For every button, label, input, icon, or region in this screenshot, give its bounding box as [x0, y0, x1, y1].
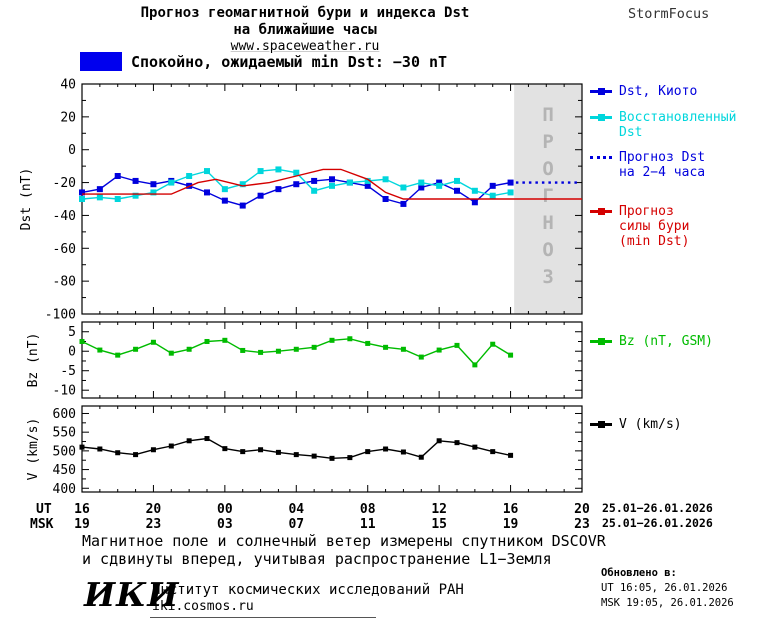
- svg-text:Dst (nT): Dst (nT): [19, 168, 34, 231]
- legend-bz: Bz (nT, GSM): [590, 334, 713, 349]
- svg-text:Г: Г: [542, 185, 553, 207]
- svg-text:11: 11: [360, 517, 376, 532]
- svg-text:23: 23: [574, 517, 590, 532]
- institute-name: Институт космических исследований РАН: [152, 582, 464, 598]
- footer-note-line2: и сдвинуты вперед, учитывая распростране…: [82, 550, 552, 568]
- svg-text:UT: UT: [36, 502, 52, 517]
- status-swatch: [80, 52, 122, 71]
- footer-note-line1: Магнитное поле и солнечный ветер измерен…: [82, 532, 606, 550]
- title-block: Прогноз геомагнитной бури и индекса Dst …: [0, 5, 610, 55]
- svg-text:-40: -40: [53, 209, 76, 224]
- svg-text:550: 550: [53, 426, 76, 441]
- svg-text:-5: -5: [60, 364, 76, 379]
- svg-text:Р: Р: [542, 131, 553, 153]
- brand-stormfocus: StormFocus: [628, 6, 710, 22]
- title-line-2: на ближайшие часы: [233, 22, 377, 38]
- svg-text:07: 07: [288, 517, 304, 532]
- spaceweather-link[interactable]: www.spaceweather.ru: [230, 39, 380, 54]
- institute-block: Институт космических исследований РАН ik…: [152, 581, 464, 615]
- svg-text:5: 5: [68, 325, 76, 340]
- footer-note: Магнитное поле и солнечный ветер измерен…: [82, 532, 606, 568]
- svg-text:400: 400: [53, 482, 76, 497]
- svg-text:40: 40: [60, 78, 76, 93]
- svg-text:Н: Н: [542, 212, 553, 234]
- svg-text:З: З: [542, 266, 553, 288]
- svg-text:-20: -20: [53, 176, 76, 191]
- svg-text:450: 450: [53, 463, 76, 478]
- svg-text:600: 600: [53, 407, 76, 422]
- dst-kyoto-swatch-icon: [590, 88, 612, 95]
- footer-divider: [150, 617, 376, 618]
- svg-text:03: 03: [217, 517, 233, 532]
- legend-forecast-dst: Прогноз Dst на 2−4 часа: [590, 150, 705, 180]
- svg-text:0: 0: [68, 143, 76, 158]
- svg-text:15: 15: [431, 517, 447, 532]
- svg-text:00: 00: [217, 502, 233, 517]
- svg-text:О: О: [542, 158, 553, 180]
- bz-swatch-icon: [590, 338, 612, 345]
- legend-restored-dst: Восстановленный Dst: [590, 110, 736, 140]
- updated-msk: MSK 19:05, 26.01.2026: [601, 597, 734, 609]
- svg-text:20: 20: [574, 502, 590, 517]
- svg-text:П: П: [542, 104, 553, 126]
- v-swatch-icon: [590, 421, 612, 428]
- legend-bz-label: Bz (nT, GSM): [619, 334, 713, 349]
- svg-text:08: 08: [360, 502, 376, 517]
- updated-ut: UT 16:05, 26.01.2026: [601, 582, 728, 594]
- svg-text:MSK: MSK: [30, 517, 54, 532]
- svg-text:19: 19: [503, 517, 519, 532]
- status-row: Спокойно, ожидаемый min Dst: −30 nT: [80, 52, 447, 71]
- svg-text:0: 0: [68, 345, 76, 360]
- svg-text:-60: -60: [53, 242, 76, 257]
- updated-block: Обновлено в: UT 16:05, 26.01.2026 MSK 19…: [601, 566, 734, 611]
- title-line-1: Прогноз геомагнитной бури и индекса Dst: [140, 5, 470, 21]
- legend-forecast-dst-label: Прогноз Dst на 2−4 часа: [619, 150, 706, 180]
- restored-dst-swatch-icon: [590, 114, 612, 121]
- legend-restored-dst-label: Восстановленный Dst: [619, 110, 737, 140]
- legend-v: V (km/s): [590, 417, 682, 432]
- legend-storm-forecast-label: Прогноз силы бури (min Dst): [619, 204, 690, 249]
- svg-text:12: 12: [431, 502, 447, 517]
- storm-forecast-swatch-icon: [590, 208, 612, 215]
- svg-text:16: 16: [74, 502, 90, 517]
- legend-v-label: V (km/s): [619, 417, 682, 432]
- svg-text:23: 23: [146, 517, 162, 532]
- iki-logo: ИКИ: [84, 575, 180, 614]
- legend-dst-kyoto-label: Dst, Киото: [619, 84, 698, 99]
- institute-site-link[interactable]: iki.cosmos.ru: [152, 599, 254, 614]
- updated-title: Обновлено в:: [601, 567, 677, 579]
- svg-text:20: 20: [146, 502, 162, 517]
- svg-text:20: 20: [60, 110, 76, 125]
- svg-text:500: 500: [53, 444, 76, 459]
- msk-date-label: 25.01−26.01.2026: [602, 516, 713, 530]
- legend-dst-kyoto: Dst, Киото: [590, 84, 697, 99]
- svg-text:-80: -80: [53, 275, 76, 290]
- ut-date-label: 25.01−26.01.2026: [602, 501, 713, 515]
- forecast-dst-dotted-swatch-icon: [590, 156, 612, 159]
- svg-text:V (km/s): V (km/s): [26, 418, 41, 481]
- svg-text:19: 19: [74, 517, 90, 532]
- svg-text:-100: -100: [45, 308, 76, 323]
- svg-text:О: О: [542, 239, 553, 261]
- svg-text:Bz (nT): Bz (nT): [26, 333, 41, 388]
- legend-storm-forecast: Прогноз силы бури (min Dst): [590, 204, 689, 249]
- svg-text:04: 04: [288, 502, 304, 517]
- svg-text:16: 16: [503, 502, 519, 517]
- status-label: Спокойно, ожидаемый min Dst: −30 nT: [131, 52, 448, 71]
- svg-text:-10: -10: [53, 384, 76, 399]
